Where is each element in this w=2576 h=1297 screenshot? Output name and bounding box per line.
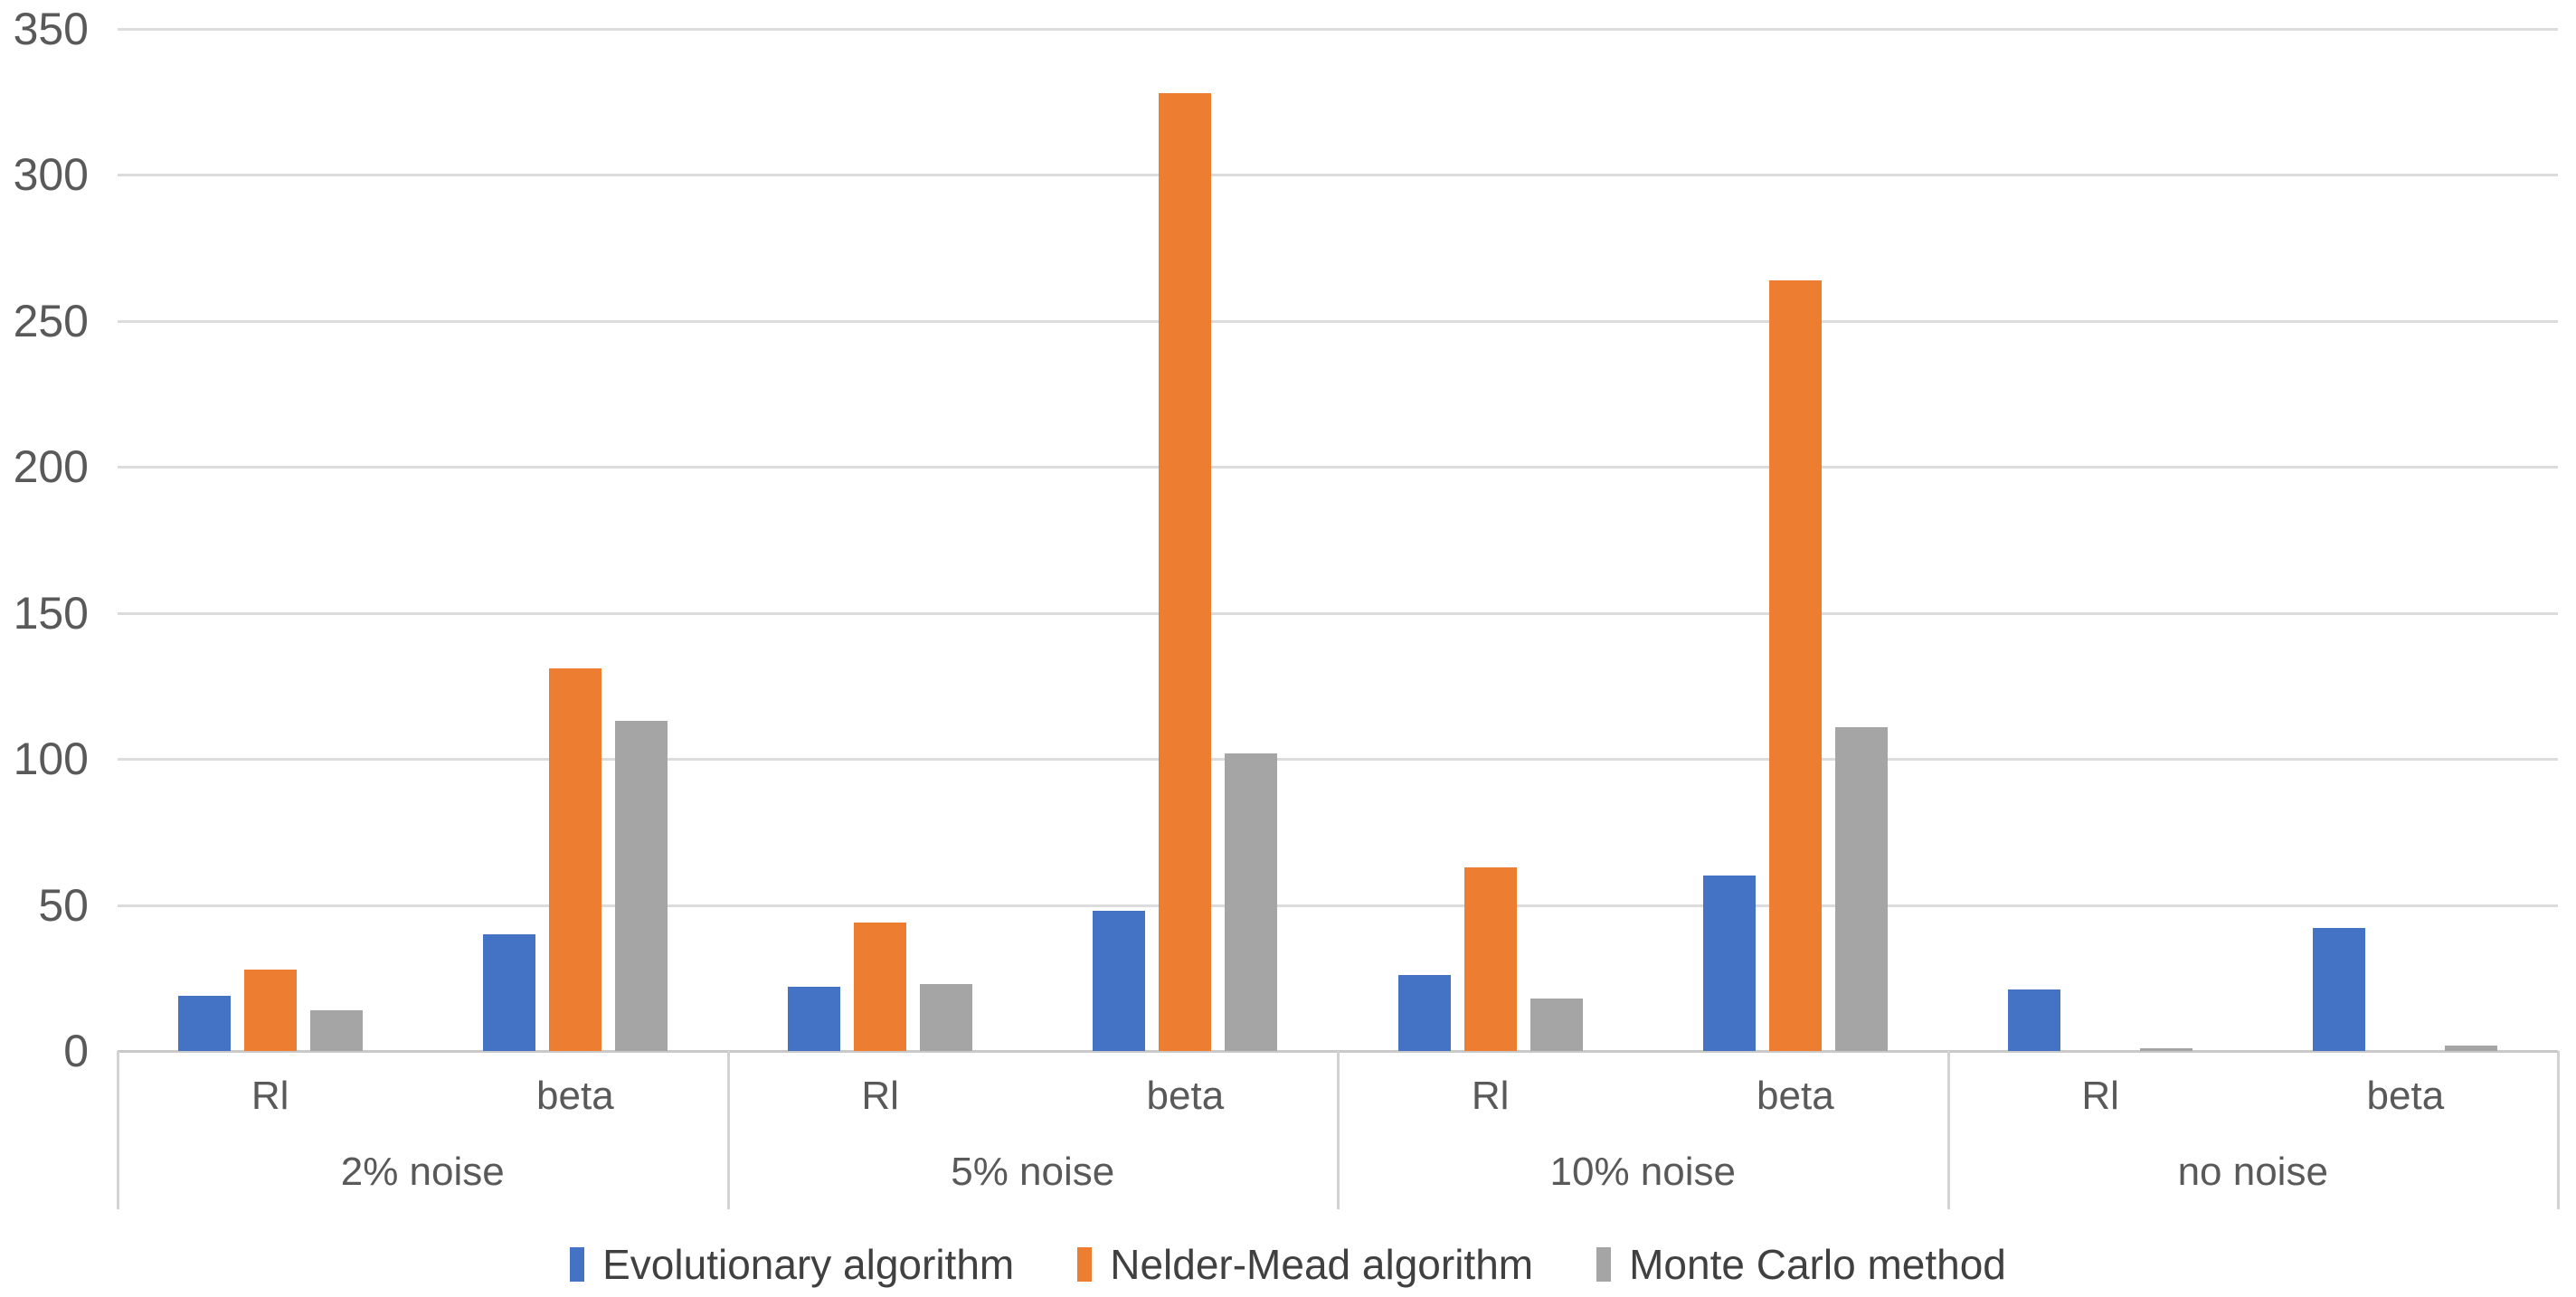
group-label: 5% noise	[951, 1150, 1115, 1194]
bar	[1768, 279, 1822, 1051]
legend-item: Nelder-Mead algorithm	[1077, 1240, 1533, 1289]
gridline	[118, 758, 2558, 762]
bar	[1834, 726, 1888, 1051]
bar	[920, 983, 973, 1051]
y-tick-label: 50	[38, 879, 89, 931]
y-tick-label: 300	[13, 149, 89, 201]
bar	[177, 995, 231, 1051]
bar	[482, 933, 535, 1051]
group-label: 2% noise	[340, 1150, 505, 1194]
gridline	[118, 174, 2558, 177]
group-label: 10% noise	[1549, 1150, 1736, 1194]
axis-divider	[1337, 1051, 1340, 1209]
axis-divider	[726, 1051, 730, 1209]
gridline	[118, 611, 2558, 615]
subcategory-label: Rl	[2081, 1074, 2119, 1118]
bar	[548, 668, 601, 1051]
legend-swatch-icon	[570, 1247, 585, 1282]
gridline	[118, 319, 2558, 323]
bar	[2008, 989, 2061, 1051]
bar	[2140, 1047, 2193, 1051]
legend-item: Evolutionary algorithm	[570, 1240, 1014, 1289]
axis-divider	[2557, 1051, 2560, 1209]
legend-label: Nelder-Mead algorithm	[1110, 1241, 1534, 1288]
bar	[788, 986, 841, 1051]
subcategory-label: beta	[536, 1074, 614, 1118]
y-tick-label: 150	[13, 587, 89, 639]
bar	[1463, 866, 1517, 1051]
legend: Evolutionary algorithm Nelder-Mead algori…	[0, 1232, 2576, 1297]
y-tick-label: 250	[13, 295, 89, 346]
group-label: no noise	[2177, 1150, 2328, 1194]
gridline	[118, 904, 2558, 907]
y-tick-label: 200	[13, 441, 89, 493]
bar	[2445, 1045, 2498, 1051]
subcategory-label: Rl	[1471, 1074, 1510, 1118]
legend-label: Monte Carlo method	[1629, 1241, 2006, 1288]
gridline	[118, 28, 2558, 31]
bar	[243, 969, 297, 1051]
legend-label: Evolutionary algorithm	[602, 1241, 1015, 1288]
bar	[1702, 876, 1756, 1051]
gridline	[118, 466, 2558, 469]
subcategory-label: beta	[1757, 1074, 1834, 1118]
y-tick-label: 350	[13, 4, 89, 54]
subcategory-label: Rl	[251, 1074, 289, 1118]
axis-divider	[117, 1051, 119, 1209]
bar	[854, 922, 907, 1051]
bar	[614, 721, 668, 1051]
bar	[1397, 975, 1451, 1051]
y-tick-label: 0	[63, 1026, 89, 1076]
subcategory-label: beta	[2366, 1074, 2445, 1118]
subcategory-label: beta	[1146, 1074, 1225, 1118]
bar	[1530, 998, 1583, 1051]
bar	[1093, 911, 1146, 1051]
legend-item: Monte Carlo method	[1596, 1240, 2006, 1289]
bar	[2313, 928, 2366, 1051]
subcategory-label: Rl	[861, 1074, 899, 1118]
y-tick-label: 100	[13, 734, 89, 785]
axis-divider	[1946, 1051, 1950, 1209]
bar	[309, 1009, 363, 1051]
bar	[1159, 93, 1212, 1051]
bar	[1225, 753, 1278, 1051]
legend-swatch-icon	[1596, 1247, 1612, 1282]
legend-swatch-icon	[1077, 1247, 1093, 1282]
